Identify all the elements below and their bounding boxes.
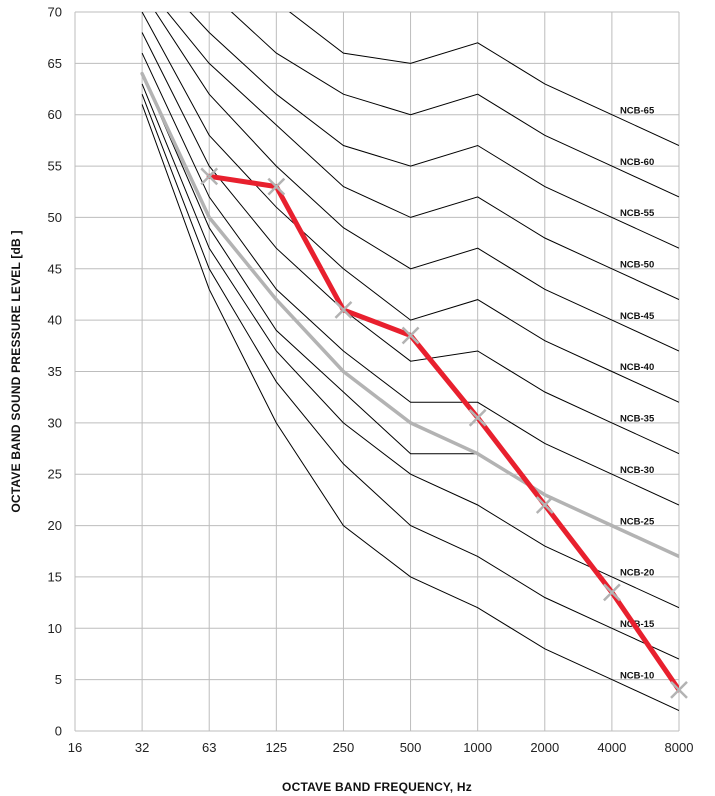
x-tick-label: 125 — [265, 740, 287, 755]
x-tick-label: 4000 — [597, 740, 626, 755]
measured-point-marker — [670, 681, 688, 699]
data-series — [140, 71, 679, 693]
y-tick-label: 25 — [48, 467, 62, 482]
ncb-curve — [288, 12, 679, 146]
measured-series-line — [206, 173, 679, 693]
ncb-curve — [230, 12, 679, 198]
y-tick-label: 70 — [48, 5, 62, 20]
x-tick-label: 8000 — [665, 740, 694, 755]
y-tick-label: 50 — [48, 210, 62, 225]
measured-point-marker — [535, 496, 554, 514]
ncb-curve-label: NCB-25 — [620, 516, 655, 527]
ncb-curve-label: NCB-35 — [620, 414, 655, 425]
ncb-curve-labels: NCB-65 NCB-60 NCB-55 NCB-50 NCB-45 NCB-40 NCB-… — [620, 105, 655, 681]
y-axis-title: OCTAVE BAND SOUND PRESSURE LEVEL [dB ] — [9, 230, 23, 512]
ncb-curve-label: NCB-20 — [620, 568, 654, 579]
ncb-curve-label: NCB-30 — [620, 465, 654, 476]
y-tick-label: 20 — [48, 518, 62, 533]
x-tick-label: 16 — [68, 740, 82, 755]
ncb-curve — [141, 52, 679, 506]
x-tick-label: 2000 — [530, 740, 559, 755]
ncb-curve-label: NCB-45 — [620, 311, 655, 322]
y-tick-label: 45 — [48, 261, 62, 276]
ncb-curve — [141, 104, 679, 711]
data-markers — [200, 167, 688, 699]
y-tick-label: 0 — [55, 724, 62, 739]
ncb-curve-label: NCB-15 — [620, 619, 655, 630]
ncb-curve-label: NCB-60 — [620, 157, 654, 168]
y-tick-label: 5 — [55, 672, 62, 687]
ncb-curve — [141, 94, 679, 660]
x-axis-title: OCTAVE BAND FREQUENCY, Hz — [282, 780, 472, 794]
reference-series-line — [140, 71, 679, 559]
y-tick-label: 15 — [48, 569, 62, 584]
x-tick-label: 250 — [333, 740, 355, 755]
y-tick-label: 40 — [48, 313, 62, 328]
ncb-curve — [154, 12, 679, 352]
measured-point-marker — [267, 177, 286, 196]
x-tick-label: 1000 — [463, 740, 492, 755]
ncb-curve — [141, 32, 679, 455]
ncb-curve — [189, 12, 679, 249]
x-tick-label: 500 — [400, 740, 422, 755]
measured-point-marker — [468, 408, 487, 427]
y-tick-label: 65 — [48, 56, 62, 71]
ncb-curve-label: NCB-65 — [620, 105, 655, 116]
ncb-curve — [166, 12, 679, 301]
measured-point-marker — [200, 167, 219, 186]
y-tick-label: 55 — [48, 159, 62, 174]
measured-point-marker — [401, 326, 420, 345]
measured-point-marker — [603, 583, 621, 602]
ncb-curve-label: NCB-50 — [620, 259, 654, 270]
ncb-curve-label: NCB-10 — [620, 670, 654, 681]
y-tick-label: 30 — [48, 415, 62, 430]
ncb-curve-label: NCB-40 — [620, 362, 654, 373]
tick-labels: 0 5 10 15 20 25 30 35 40 45 50 55 60 65 70 16 32 63 125 250… — [48, 5, 694, 756]
y-tick-label: 60 — [48, 107, 62, 122]
ncb-curve — [141, 12, 679, 403]
y-tick-label: 35 — [48, 364, 62, 379]
ncb-curve-label: NCB-55 — [620, 208, 655, 219]
measured-point-marker — [334, 300, 353, 319]
x-tick-label: 32 — [135, 740, 149, 755]
y-tick-label: 10 — [48, 621, 62, 636]
x-tick-label: 63 — [202, 740, 216, 755]
